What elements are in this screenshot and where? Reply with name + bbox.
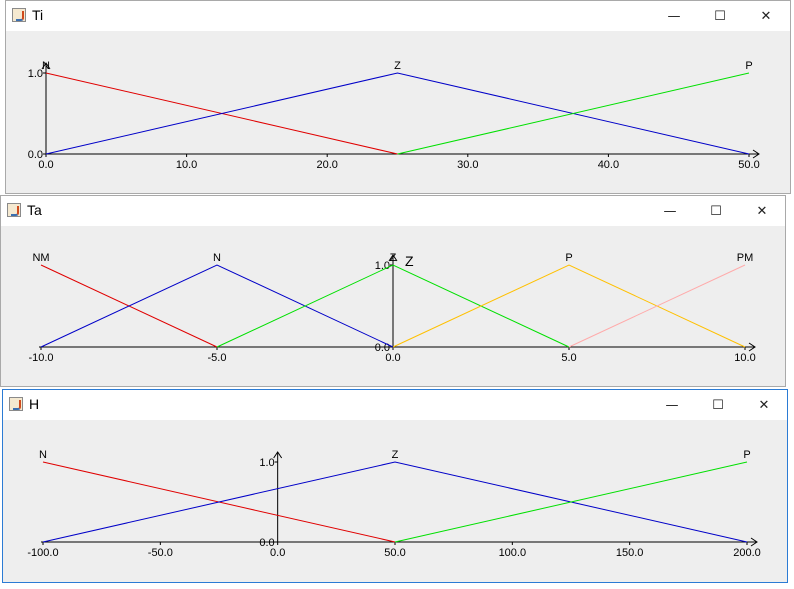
y-tick-label: 1.0 [259, 457, 274, 469]
window-title: H [29, 396, 40, 412]
x-tick-label: -5.0 [208, 352, 227, 364]
x-tick-label: 50.0 [738, 159, 759, 171]
series-label-p: P [565, 252, 572, 264]
y-tick-label: 1.0 [28, 68, 43, 80]
series-line-pm [568, 264, 746, 348]
membership-chart-ti: 0.0 10.0 20.0 30.0 40.0 50.0 0.0 1.0N Z P [28, 60, 760, 171]
y-axis-arrow [388, 254, 398, 262]
membership-chart-ta: -10.0 -5.0 0.0 5.0 10.0 0.0 1.0 NM N Z P PM Z [28, 252, 756, 364]
x-axis-arrow [750, 537, 758, 547]
x-tick-label: 5.0 [561, 352, 576, 364]
series-line-p [397, 72, 750, 155]
java-app-icon [7, 203, 21, 217]
x-tick-label: 0.0 [38, 159, 53, 171]
y-tick-label: 0.0 [28, 149, 43, 161]
minimize-button[interactable]: — [665, 397, 679, 413]
close-button[interactable]: ✕ [758, 397, 770, 413]
x-tick-label: 200.0 [733, 547, 761, 559]
minimize-button[interactable]: — [663, 203, 677, 219]
window-title: Ti [32, 7, 44, 23]
series-label-z: Z [394, 60, 401, 72]
minimize-button[interactable]: — [667, 8, 681, 24]
series-label-z: Z [390, 252, 397, 264]
x-axis-arrow [748, 342, 756, 352]
x-tick-label: 10.0 [734, 352, 755, 364]
title-bar[interactable]: H — ☐ ✕ [3, 390, 787, 420]
x-tick-label: -100.0 [27, 547, 58, 559]
x-tick-label: 0.0 [270, 547, 285, 559]
close-button[interactable]: ✕ [760, 8, 772, 24]
membership-chart-h: -100.0 -50.0 0.0 50.0 100.0 150.0 200.0 0.0 1.0 N… [27, 449, 761, 559]
window-h[interactable]: H — ☐ ✕ -100.0 -50.0 0.0 50.0 100.0 150.0 200.… [2, 389, 788, 583]
series-line-z [45, 72, 750, 155]
axis-name-label: Z [405, 253, 414, 269]
title-bar[interactable]: Ti — ☐ ✕ [6, 1, 790, 31]
x-tick-label: 100.0 [499, 547, 527, 559]
y-axis-arrow [41, 62, 51, 70]
chart-area: -10.0 -5.0 0.0 5.0 10.0 0.0 1.0 NM N Z P PM Z [1, 226, 785, 386]
java-app-icon [9, 397, 23, 411]
series-label-n: N [42, 60, 50, 72]
series-label-pm: PM [737, 252, 754, 264]
series-label-p: P [745, 60, 752, 72]
close-button[interactable]: ✕ [756, 203, 768, 219]
series-line-p [394, 461, 748, 543]
y-tick-label: 0.0 [375, 342, 390, 354]
chart-area: -100.0 -50.0 0.0 50.0 100.0 150.0 200.0 0.0 1.0 N… [3, 420, 787, 582]
x-tick-label: -10.0 [28, 352, 53, 364]
series-line-z [216, 264, 570, 348]
x-tick-label: 50.0 [384, 547, 405, 559]
series-line-n [40, 264, 394, 348]
java-app-icon [12, 8, 26, 22]
maximize-button[interactable]: ☐ [710, 203, 722, 219]
series-label-n: N [39, 449, 47, 461]
x-axis-arrow [752, 149, 760, 159]
series-line-p [392, 264, 746, 348]
x-tick-label: 20.0 [316, 159, 337, 171]
series-line-z [42, 461, 748, 543]
y-tick-label: 0.0 [259, 537, 274, 549]
x-tick-label: 40.0 [598, 159, 619, 171]
title-bar[interactable]: Ta — ☐ ✕ [1, 196, 785, 226]
series-label-n: N [213, 252, 221, 264]
x-tick-label: 10.0 [176, 159, 197, 171]
y-axis-arrow [273, 451, 283, 459]
maximize-button[interactable]: ☐ [712, 397, 724, 413]
x-tick-label: -50.0 [148, 547, 173, 559]
chart-area: 0.0 10.0 20.0 30.0 40.0 50.0 0.0 1.0 N Z P [6, 31, 790, 193]
y-tick-label: 1.0 [375, 260, 390, 272]
x-tick-label: 30.0 [457, 159, 478, 171]
series-label-nm: NM [32, 252, 49, 264]
series-label-p: P [743, 449, 750, 461]
window-title: Ta [27, 202, 42, 218]
x-tick-label: 150.0 [616, 547, 644, 559]
x-tick-label: 0.0 [385, 352, 400, 364]
window-ti[interactable]: Ti — ☐ ✕ 0.0 10.0 20.0 30.0 40.0 50.0 0.0 1.0 N Z… [5, 0, 791, 194]
maximize-button[interactable]: ☐ [714, 8, 726, 24]
window-ta[interactable]: Ta — ☐ ✕ -10.0 -5.0 0.0 5.0 10.0 0.0 1.0 NM N Z P P… [0, 195, 786, 387]
series-label-z: Z [392, 449, 399, 461]
